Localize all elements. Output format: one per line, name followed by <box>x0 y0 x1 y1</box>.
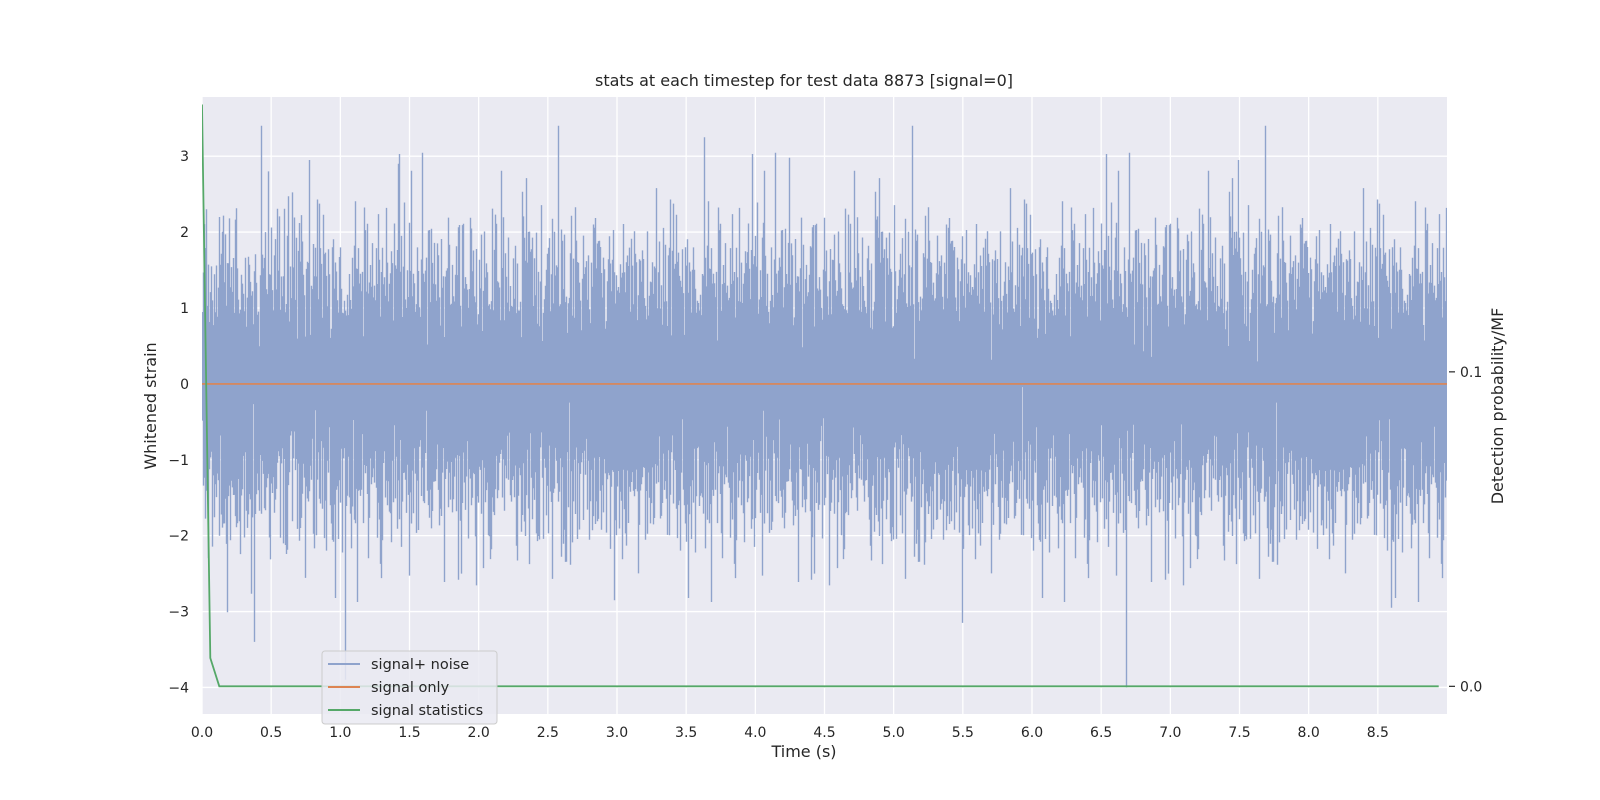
y-tick-3: 3 <box>180 149 189 165</box>
x-tick-8-5: 8.5 <box>1367 725 1389 741</box>
right-y-axis-label: Detection probability/MF <box>1488 308 1507 505</box>
legend-label-signal-noise: signal+ noise <box>371 657 469 673</box>
x-tick-labels: 0.0 0.5 1.0 1.5 2.0 2.5 3.0 3.5 4.0 4.5 5.0 5.5 6.0 6… <box>191 725 1389 741</box>
x-axis-label: Time (s) <box>770 742 836 761</box>
chart-title: stats at each timestep for test data 887… <box>595 71 1013 90</box>
right-y-tick-0-0: 0.0 <box>1460 679 1482 695</box>
right-y-tick-labels: 0.1 0.0 <box>1449 365 1482 695</box>
x-tick-7-0: 7.0 <box>1159 725 1181 741</box>
y-tick-1: −1 <box>168 453 189 469</box>
y-tick-2: 2 <box>180 225 189 241</box>
legend: signal+ noise signal only signal statist… <box>321 650 498 725</box>
x-tick-2-5: 2.5 <box>537 725 559 741</box>
x-tick-3-5: 3.5 <box>675 725 697 741</box>
legend-label-signal-statistics: signal statistics <box>371 703 483 719</box>
x-tick-0-0: 0.0 <box>191 725 213 741</box>
y-tick-0: 0 <box>180 377 189 393</box>
x-tick-2-0: 2.0 <box>468 725 490 741</box>
y-tick-1: 1 <box>180 301 189 317</box>
x-tick-6-0: 6.0 <box>1021 725 1043 741</box>
x-tick-0-5: 0.5 <box>260 725 282 741</box>
x-tick-6-5: 6.5 <box>1090 725 1112 741</box>
x-tick-8-0: 8.0 <box>1298 725 1320 741</box>
y-tick-3: −3 <box>168 605 189 621</box>
x-tick-5-0: 5.0 <box>883 725 905 741</box>
y-tick-2: −2 <box>168 529 189 545</box>
y-axis-label: Whitened strain <box>141 342 160 469</box>
series-signal-statistics-line <box>202 104 1439 688</box>
legend-label-signal-only: signal only <box>371 680 450 696</box>
x-tick-4-5: 4.5 <box>813 725 835 741</box>
series-signal-noise-line <box>202 125 1447 688</box>
legend-box <box>321 650 498 725</box>
y-tick-4: −4 <box>168 680 189 696</box>
x-tick-4-0: 4.0 <box>744 725 766 741</box>
series-layer <box>202 104 1447 688</box>
x-tick-1-0: 1.0 <box>329 725 351 741</box>
x-tick-5-5: 5.5 <box>952 725 974 741</box>
x-tick-7-5: 7.5 <box>1228 725 1250 741</box>
x-tick-1-5: 1.5 <box>398 725 420 741</box>
x-tick-3-0: 3.0 <box>606 725 628 741</box>
y-tick-labels: 3 2 1 0 −1 −2 −3 −4 <box>168 149 189 696</box>
right-y-tick-0-1: 0.1 <box>1460 365 1482 381</box>
